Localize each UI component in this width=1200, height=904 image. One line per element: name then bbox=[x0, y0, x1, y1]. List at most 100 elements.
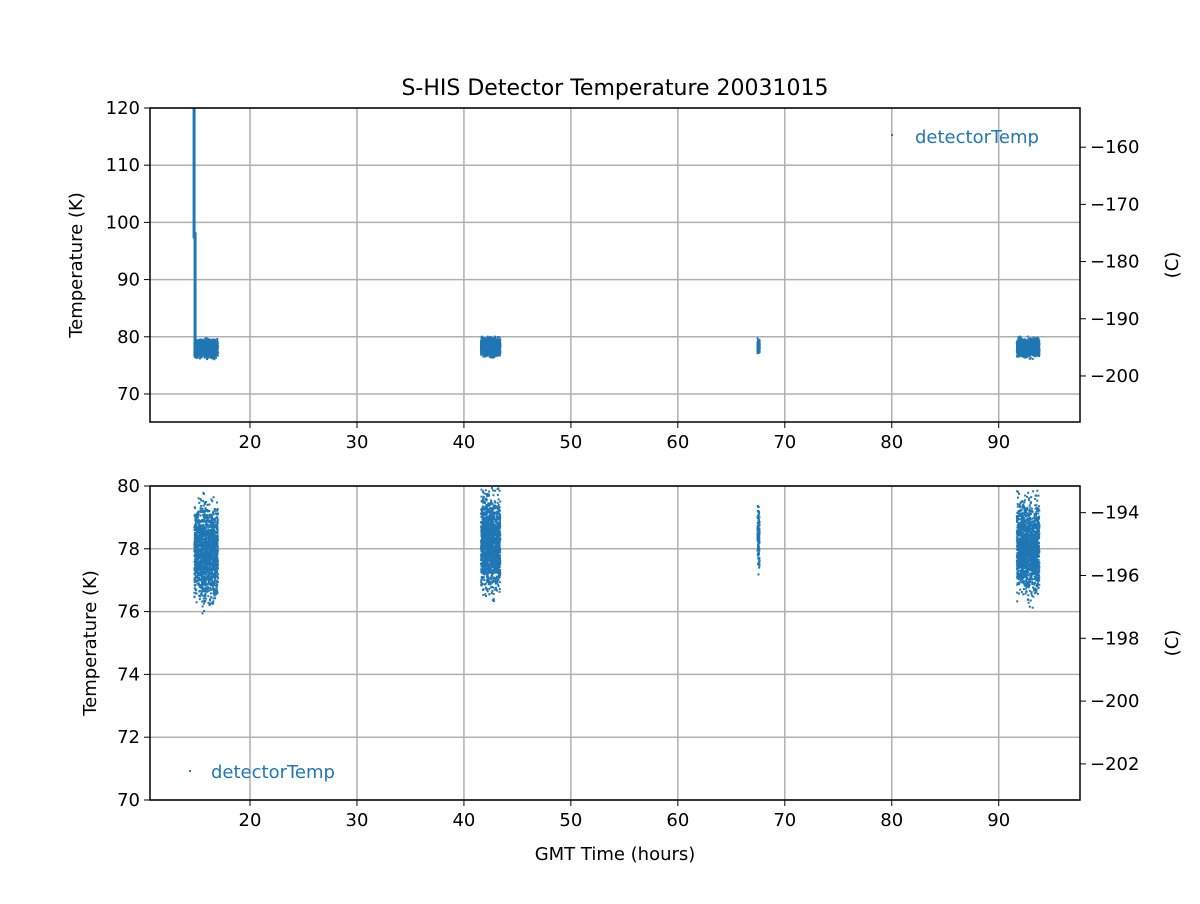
y2-tick-label: −190 bbox=[1090, 309, 1139, 330]
data-point bbox=[207, 353, 209, 355]
data-point bbox=[196, 353, 198, 355]
data-point bbox=[498, 341, 500, 343]
y-tick-label: 70 bbox=[117, 384, 140, 405]
x-tick-label: 60 bbox=[666, 432, 689, 453]
data-point bbox=[212, 339, 214, 341]
data-point bbox=[1027, 338, 1029, 340]
x-tick-label: 50 bbox=[559, 810, 582, 831]
data-point bbox=[499, 337, 501, 339]
x-tick-label: 60 bbox=[666, 810, 689, 831]
data-point bbox=[194, 342, 196, 344]
data-point bbox=[482, 356, 484, 358]
data-point bbox=[205, 345, 207, 347]
data-point bbox=[493, 351, 495, 353]
y-tick-label: 72 bbox=[117, 727, 140, 748]
data-point bbox=[482, 340, 484, 342]
data-point bbox=[487, 336, 489, 338]
data-point bbox=[206, 352, 208, 354]
x-tick-label: 30 bbox=[346, 810, 369, 831]
y-tick-label: 76 bbox=[117, 602, 140, 623]
data-point bbox=[1026, 342, 1028, 344]
data-point bbox=[1035, 338, 1037, 340]
data-point bbox=[1017, 344, 1019, 346]
data-point bbox=[194, 581, 196, 583]
data-point bbox=[1029, 349, 1031, 351]
data-point bbox=[1031, 345, 1033, 347]
x-tick-label: 80 bbox=[880, 432, 903, 453]
data-point bbox=[198, 346, 200, 348]
data-point bbox=[497, 354, 499, 356]
data-point bbox=[1017, 350, 1019, 352]
data-point bbox=[214, 342, 216, 344]
data-point bbox=[486, 341, 488, 343]
data-point bbox=[203, 610, 205, 612]
data-point bbox=[194, 353, 196, 355]
x-tick-label: 40 bbox=[452, 432, 475, 453]
data-point bbox=[215, 354, 217, 356]
data-point bbox=[481, 337, 483, 339]
data-point bbox=[499, 350, 501, 352]
data-point bbox=[209, 354, 211, 356]
data-point bbox=[483, 349, 485, 351]
data-point bbox=[195, 350, 197, 352]
data-point bbox=[494, 336, 496, 338]
data-point bbox=[196, 356, 198, 358]
y2-tick-label: −160 bbox=[1090, 137, 1139, 158]
data-point bbox=[204, 347, 206, 349]
y-tick-label: 78 bbox=[117, 539, 140, 560]
y-tick-label: 110 bbox=[106, 155, 140, 176]
data-point bbox=[757, 346, 759, 348]
data-point bbox=[489, 353, 491, 355]
x-tick-label: 70 bbox=[773, 810, 796, 831]
data-point bbox=[208, 338, 210, 340]
data-point bbox=[205, 338, 207, 340]
data-point bbox=[484, 355, 486, 357]
data-point bbox=[216, 338, 218, 340]
data-point bbox=[497, 336, 499, 338]
x-tick-label: 80 bbox=[880, 810, 903, 831]
data-point bbox=[214, 339, 216, 341]
data-point bbox=[198, 497, 200, 499]
data-point bbox=[483, 346, 485, 348]
data-point bbox=[1020, 348, 1022, 350]
data-point bbox=[1030, 357, 1032, 359]
x-tick-label: 20 bbox=[239, 432, 262, 453]
data-point bbox=[207, 357, 209, 359]
data-point bbox=[1031, 352, 1033, 354]
data-point bbox=[196, 345, 198, 347]
data-point bbox=[481, 343, 483, 345]
y2-tick-label: −194 bbox=[1090, 503, 1139, 524]
data-point bbox=[197, 343, 199, 345]
y2-tick-label: −200 bbox=[1090, 691, 1139, 712]
data-point bbox=[200, 349, 202, 351]
data-point bbox=[1018, 347, 1020, 349]
data-point bbox=[208, 346, 210, 348]
data-point bbox=[1024, 349, 1026, 351]
y-tick-label: 74 bbox=[117, 664, 140, 685]
data-point bbox=[1017, 353, 1019, 355]
data-point bbox=[499, 352, 501, 354]
data-point bbox=[202, 350, 204, 352]
data-point bbox=[201, 343, 203, 345]
data-point bbox=[1033, 337, 1035, 339]
data-point bbox=[493, 353, 495, 355]
data-point bbox=[488, 351, 490, 353]
data-point bbox=[200, 515, 202, 517]
data-point bbox=[201, 353, 203, 355]
data-point bbox=[489, 356, 491, 358]
data-point bbox=[210, 350, 212, 352]
data-point bbox=[490, 348, 492, 350]
data-point bbox=[199, 341, 201, 343]
data-point bbox=[1033, 350, 1035, 352]
y-tick-label: 80 bbox=[117, 476, 140, 497]
data-point bbox=[1028, 347, 1030, 349]
x-tick-label: 50 bbox=[559, 432, 582, 453]
y2-tick-label: −198 bbox=[1090, 628, 1139, 649]
data-point bbox=[1038, 345, 1040, 347]
data-point bbox=[480, 354, 482, 356]
data-point bbox=[202, 500, 204, 502]
x-tick-label: 70 bbox=[773, 432, 796, 453]
data-point bbox=[205, 343, 207, 345]
